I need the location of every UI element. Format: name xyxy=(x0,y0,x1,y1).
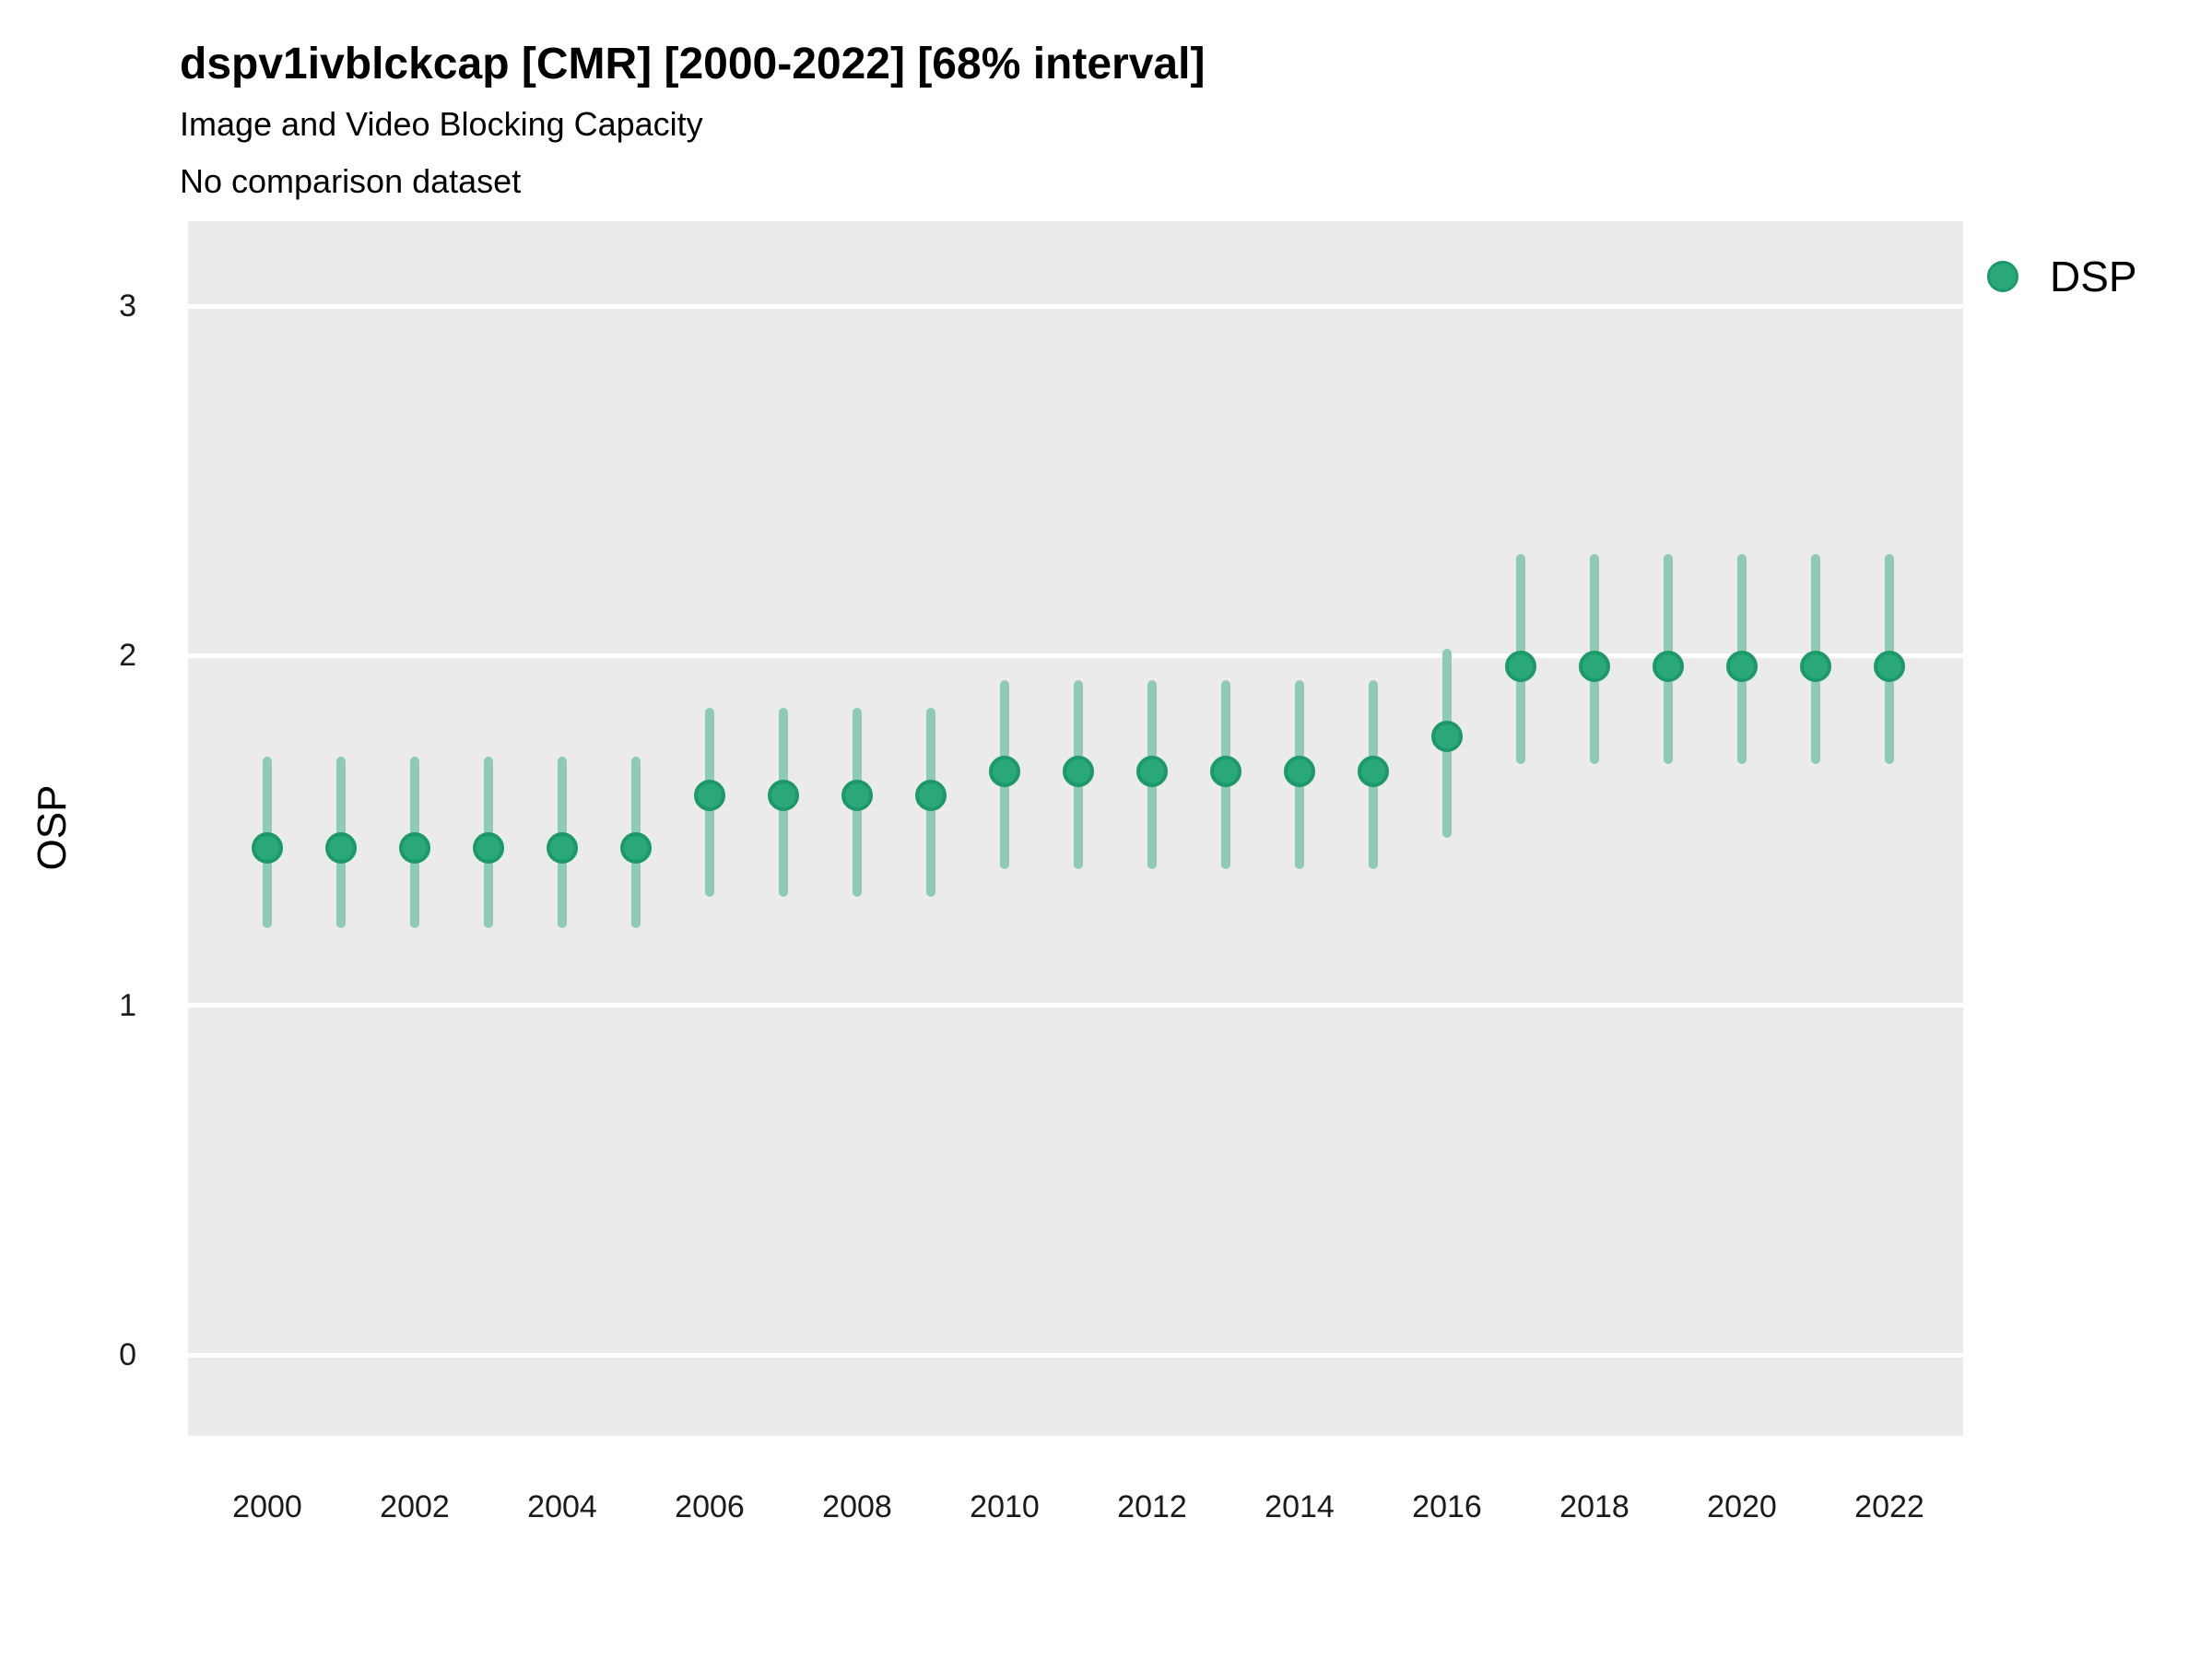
data-point xyxy=(915,780,947,812)
data-point xyxy=(1726,650,1758,682)
legend-label: DSP xyxy=(2050,253,2137,300)
y-tick-label: 3 xyxy=(119,288,136,324)
gridline xyxy=(188,653,1963,658)
data-point xyxy=(1505,650,1536,682)
data-point xyxy=(1431,720,1463,752)
data-point xyxy=(1210,755,1241,787)
data-point xyxy=(620,831,652,864)
legend-dot-dsp-icon xyxy=(1987,261,2018,292)
plot-panel xyxy=(188,221,1963,1436)
data-point xyxy=(1800,650,1831,682)
x-tick-label: 2012 xyxy=(1117,1489,1187,1524)
x-tick-label: 2008 xyxy=(822,1489,892,1524)
x-tick-label: 2000 xyxy=(232,1489,302,1524)
x-tick-label: 2006 xyxy=(675,1489,745,1524)
x-tick-label: 2014 xyxy=(1265,1489,1335,1524)
data-point xyxy=(325,831,357,864)
data-point xyxy=(768,780,799,812)
data-point xyxy=(1358,755,1389,787)
y-axis-title: OSP xyxy=(29,784,75,871)
chart-subtitle: Image and Video Blocking Capacity xyxy=(180,105,703,143)
gridline xyxy=(188,303,1963,309)
x-tick-label: 2004 xyxy=(527,1489,597,1524)
legend: DSP xyxy=(1987,253,2137,300)
data-point xyxy=(1284,755,1315,787)
data-point xyxy=(1136,755,1168,787)
data-point xyxy=(1653,650,1684,682)
x-tick-label: 2010 xyxy=(970,1489,1040,1524)
x-tick-label: 2020 xyxy=(1707,1489,1777,1524)
y-tick-label: 0 xyxy=(119,1337,136,1372)
data-point xyxy=(1874,650,1905,682)
x-tick-label: 2016 xyxy=(1412,1489,1482,1524)
chart-title: dspv1ivblckcap [CMR] [2000-2022] [68% in… xyxy=(180,40,1206,88)
data-point xyxy=(694,780,725,812)
data-point xyxy=(473,831,504,864)
chart-note: No comparison dataset xyxy=(180,162,522,200)
gridline xyxy=(188,1352,1963,1358)
x-tick-label: 2018 xyxy=(1559,1489,1630,1524)
y-tick-label: 1 xyxy=(119,987,136,1023)
data-point xyxy=(1063,755,1094,787)
data-point xyxy=(989,755,1020,787)
data-point xyxy=(1579,650,1610,682)
x-tick-label: 2022 xyxy=(1854,1489,1924,1524)
x-tick-label: 2002 xyxy=(380,1489,450,1524)
y-tick-label: 2 xyxy=(119,638,136,674)
gridline xyxy=(188,1003,1963,1008)
data-point xyxy=(841,780,873,812)
data-point xyxy=(547,831,578,864)
data-point xyxy=(399,831,430,864)
data-point xyxy=(252,831,283,864)
